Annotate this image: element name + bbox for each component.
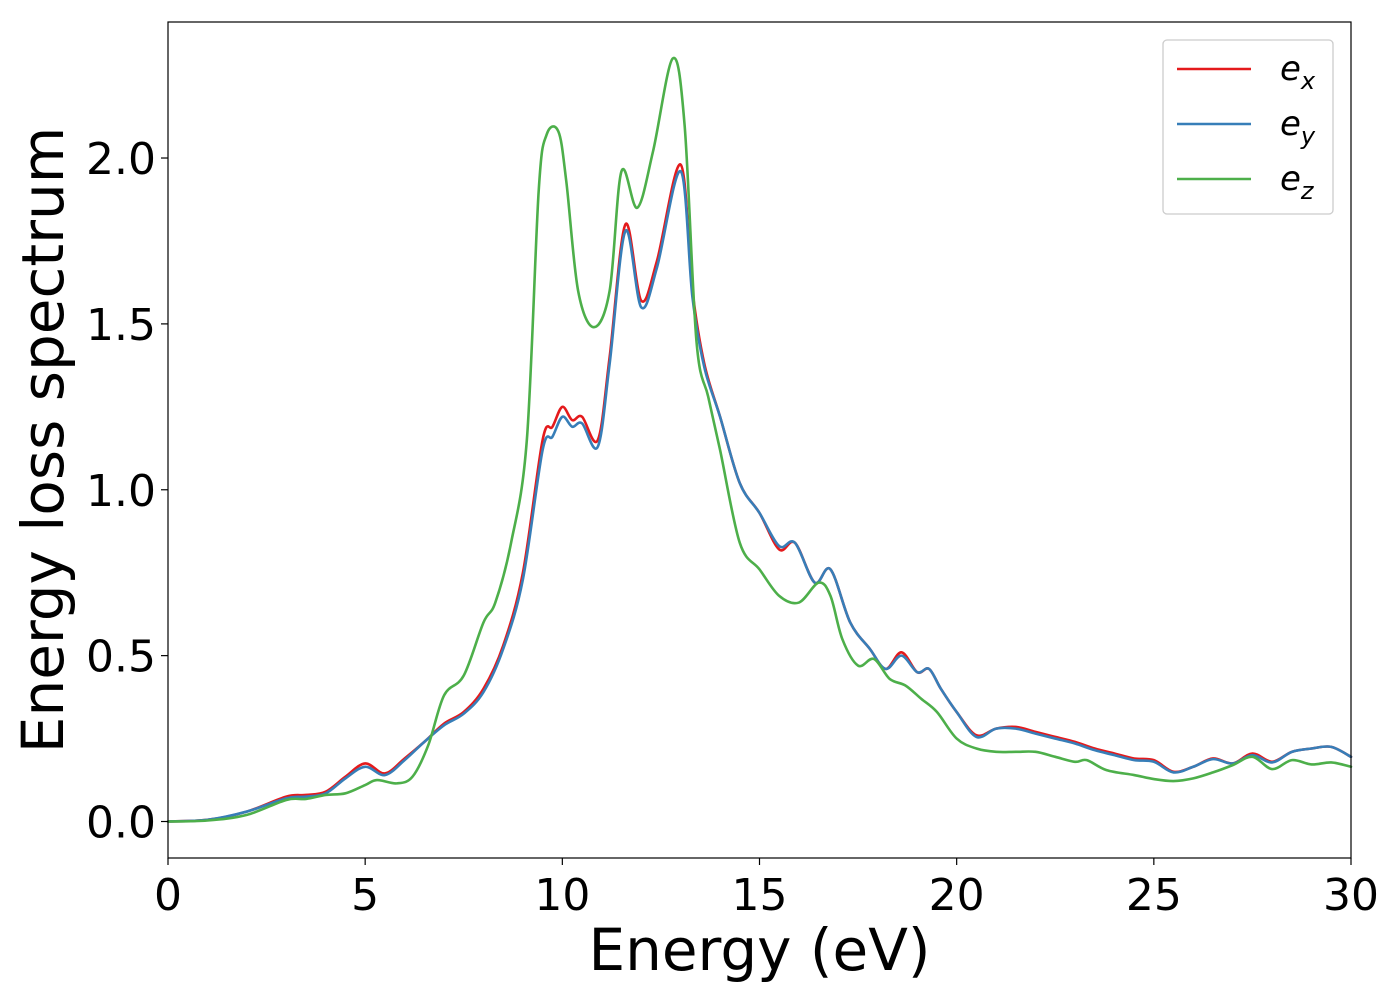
- legend-label-e-z: ez: [1280, 159, 1315, 205]
- series-line-e-x: [166, 163, 1353, 823]
- legend-box: [1162, 39, 1334, 215]
- legend-label-e-y: ey: [1280, 104, 1316, 150]
- x-axis-label: Energy (eV): [588, 916, 930, 984]
- y-axis-label: Energy loss spectrum: [9, 127, 77, 753]
- series-line-e-y: [166, 169, 1353, 823]
- y-axis-ticks: 0.0 0.5 1.0 1.5 2.0: [86, 134, 168, 849]
- series-layer: [166, 56, 1353, 823]
- y-tick-label: 1.5: [86, 300, 156, 351]
- x-tick-label: 5: [351, 870, 379, 921]
- y-tick-label: 1.0: [86, 466, 156, 517]
- x-tick-label: 25: [1126, 870, 1182, 921]
- y-tick-label: 0.5: [86, 632, 156, 683]
- y-tick-label: 0.0: [86, 798, 156, 849]
- x-tick-label: 10: [534, 870, 590, 921]
- legend-label-e-x: ex: [1280, 49, 1316, 95]
- x-tick-label: 0: [154, 870, 182, 921]
- series-line-e-z: [166, 56, 1353, 823]
- legend: ex ey ez: [1162, 39, 1334, 215]
- y-tick-label: 2.0: [86, 134, 156, 185]
- x-axis-ticks: 0 5 10 15 20 25 30: [154, 858, 1379, 921]
- x-tick-label: 15: [732, 870, 788, 921]
- x-tick-label: 30: [1323, 870, 1379, 921]
- x-tick-label: 20: [929, 870, 985, 921]
